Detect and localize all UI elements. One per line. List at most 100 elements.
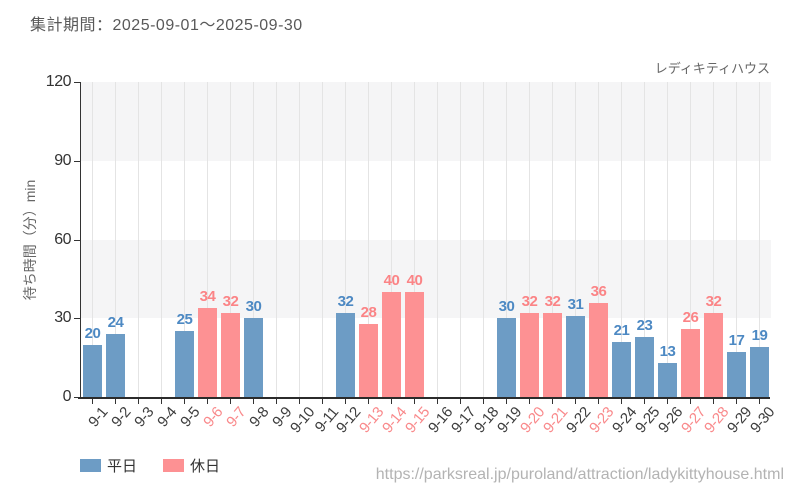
bar-value-label: 34 [199,287,216,305]
bar-value-label: 30 [498,298,515,316]
chart-legend: 平日 休日 [80,455,220,476]
x-tick [574,399,576,404]
gridline-vertical [414,82,415,397]
x-tick [689,399,691,404]
x-tick [620,399,622,404]
x-tick [459,399,461,404]
y-axis-tick-label: 60 [54,230,71,248]
bar-value-label: 24 [107,314,124,331]
x-tick [390,399,392,404]
gridline-vertical [322,82,323,397]
gridline-vertical [759,82,760,397]
bar-9-20 [520,313,539,397]
bar-9-8 [244,318,263,397]
legend-label-weekday: 平日 [107,458,138,475]
y-tick [74,239,80,241]
y-axis-tick-label: 90 [54,151,71,169]
gridline-vertical [483,82,484,397]
bar-value-label: 17 [728,332,745,350]
legend-swatch-weekday [80,459,101,472]
bar-9-24 [612,341,631,397]
attraction-title: レディキティハウス [654,61,770,76]
gridline-vertical [391,82,392,397]
bar-value-label: 30 [245,298,262,316]
bar-value-label: 32 [337,293,354,310]
gridline-vertical [230,82,231,397]
x-tick [321,399,323,404]
gridline-vertical [345,82,346,397]
period-label: 集計期間：2025-09-01～2025-09-30 [30,17,303,34]
x-axis-label: 9-7 [223,404,250,431]
bar-9-29 [727,352,746,397]
x-tick [436,399,438,404]
bar-9-13 [359,323,378,397]
source-url: https://parksreal.jp/puroland/attraction… [375,466,784,483]
bar-9-7 [221,313,240,397]
gridline-vertical [115,82,116,397]
legend-swatch-holiday [163,459,185,472]
bar-value-label: 20 [84,324,101,342]
gridline-vertical [253,82,254,397]
x-tick [206,399,208,404]
bar-9-26 [658,362,677,397]
x-tick [643,399,645,404]
bar-chart-plot-area: 20 24 25 34 32 30 32 28 40 40 30 32 32 31 36 21 23 13 26 32… [80,82,771,397]
x-tick [91,399,93,404]
bar-value-label: 40 [406,272,423,289]
gridline-vertical [460,82,461,397]
gridline-vertical [184,82,185,397]
x-tick [413,399,415,404]
bar-value-label: 21 [613,321,630,339]
y-tick [74,82,80,83]
bar-value-label: 40 [383,272,400,289]
x-tick [666,399,668,404]
x-tick [712,399,714,404]
x-tick [114,399,116,404]
y-axis-tick-label: 0 [62,388,72,405]
x-tick [528,399,530,404]
x-axis-label: 9-1 [85,404,112,431]
legend-item-holiday: 休日 [163,455,220,476]
x-axis-label: 9-4 [154,404,181,431]
x-axis-label: 9-3 [131,404,158,431]
bar-value-label: 36 [590,282,607,300]
bar-9-19 [497,318,516,397]
bar-9-2 [106,334,125,397]
gridline-vertical [506,82,507,397]
gridline-vertical [276,82,277,397]
gridline-vertical [690,82,691,397]
x-tick [505,399,507,404]
bar-value-label: 28 [360,303,377,321]
y-tick [74,318,80,320]
bar-value-label: 32 [544,293,561,310]
x-tick [551,399,553,404]
bar-value-label: 32 [521,293,538,310]
x-tick [137,399,139,404]
x-axis-label: 9-5 [177,404,204,431]
bar-9-1 [83,344,102,397]
bar-9-15 [405,292,424,397]
gridline-vertical [138,82,139,397]
bar-value-label: 23 [636,316,653,334]
x-tick [183,399,185,404]
bar-9-25 [635,336,654,397]
bar-9-12 [336,313,355,397]
bar-value-label: 32 [705,293,722,310]
y-tick [74,397,80,398]
x-tick [367,399,369,404]
bar-9-6 [198,307,217,397]
bar-value-label: 25 [176,311,193,329]
bar-9-28 [704,313,723,397]
y-axis-tick-label: 120 [45,73,72,90]
bar-9-27 [681,328,700,397]
plot-band [81,82,771,161]
gridline-vertical [644,82,645,397]
bar-value-label: 26 [682,308,699,326]
bar-9-14 [382,292,401,397]
bar-value-label: 13 [659,342,676,360]
x-tick [160,399,162,404]
x-axis-label: 9-8 [246,404,273,431]
gridline-vertical [598,82,599,397]
bar-9-22 [566,315,585,397]
